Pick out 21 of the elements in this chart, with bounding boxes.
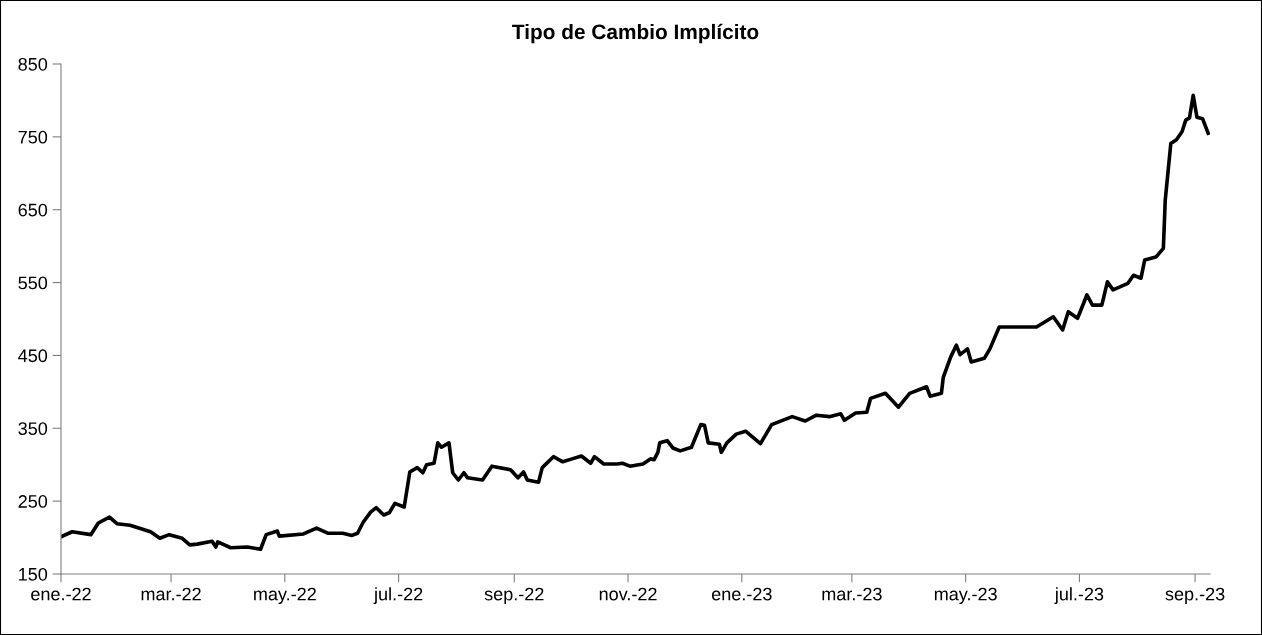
x-tick-label: mar.-22 — [141, 587, 201, 601]
y-tick-label: 850 — [18, 57, 48, 71]
y-tick-label: 750 — [18, 130, 48, 144]
y-tick-label: 650 — [18, 203, 48, 217]
chart-title: Tipo de Cambio Implícito — [512, 23, 759, 44]
x-tick-label: mar.-23 — [822, 587, 882, 601]
y-tick-label: 550 — [18, 276, 48, 290]
x-tick-label: jul.-23 — [1054, 587, 1104, 605]
x-tick-label: jul.-22 — [373, 587, 423, 605]
x-tick-label: sep.-22 — [484, 587, 544, 605]
y-tick-label: 450 — [18, 349, 48, 363]
x-tick-label: nov.-22 — [599, 587, 657, 601]
y-tick-label: 150 — [19, 567, 48, 581]
x-tick-label: may.-23 — [934, 587, 997, 605]
x-tick-label: sep.-23 — [1165, 587, 1225, 605]
x-tick-label: may.-22 — [254, 587, 316, 605]
y-tick-label: 350 — [18, 422, 48, 436]
x-tick-label: ene.-23 — [711, 587, 772, 601]
x-tick-label: ene.-22 — [31, 587, 91, 601]
y-tick-label: 250 — [18, 495, 48, 508]
line-series — [61, 93, 1210, 552]
